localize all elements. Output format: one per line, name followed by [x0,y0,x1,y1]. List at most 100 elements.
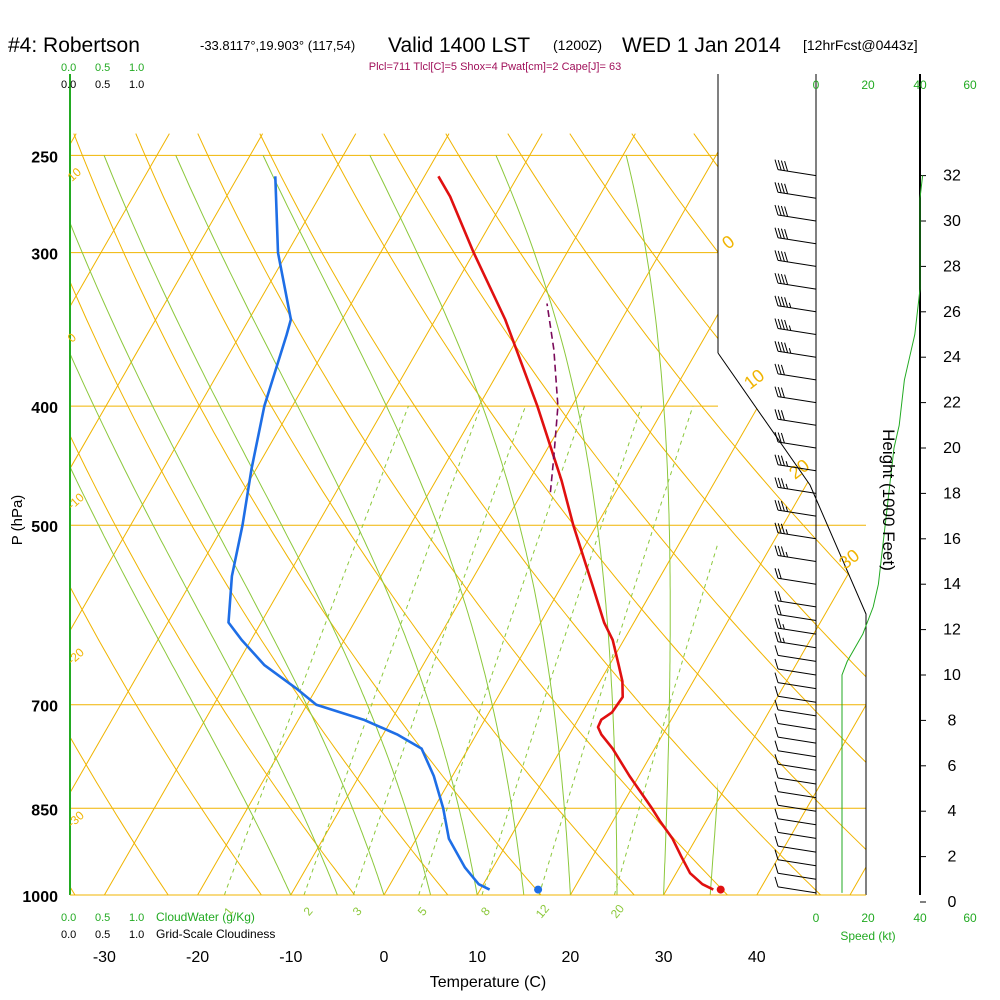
dry-adiabat-250 [70,133,187,895]
wind-barb-staff [777,845,817,853]
wind-barb-flag [777,591,782,602]
wind-barb-half-flag [785,551,789,558]
mixing-ratio-1 [223,406,409,895]
dry-adiabat-label-30: 30 [835,545,863,573]
wind-barb [774,617,817,635]
moist-adiabat-5 [103,155,432,895]
wind-barb-flag [774,726,779,738]
wind-barb-flag [774,182,779,193]
chart-title-date: WED 1 Jan 2014 [622,34,781,57]
cloud-bottom-black-2: 1.0 [129,929,144,941]
wind-barb [774,477,817,494]
wind-barb-flag [777,364,782,375]
wind-barb-flag [780,205,785,217]
wind-barb [774,767,817,785]
speed-top-40: 40 [913,78,927,92]
wind-barb-flag [780,432,785,444]
isotherm--30 [88,133,543,895]
wind-barb-staff [777,305,817,313]
mixing-ratio-8 [481,406,643,895]
speed-bottom-40: 40 [913,911,927,925]
x-tick-40: 40 [748,949,766,966]
wind-barb-staff [777,654,817,662]
p-tick-1000: 1000 [22,889,58,906]
wind-barb-flag [777,455,782,466]
speed-bottom-60: 60 [963,911,977,925]
x-axis-title: Temperature (C) [430,974,546,991]
wind-barb-flag [774,272,779,284]
wind-barb [774,645,817,662]
speed-bottom-20: 20 [861,911,875,925]
wind-barb-flag [774,545,779,556]
wind-barb [774,754,817,771]
isotherm-label--30: -30 [65,808,87,830]
wind-barb-flag [780,478,785,489]
wind-barb-flag [774,454,779,465]
p-tick-400: 400 [31,400,58,417]
mixing-ratio-20 [613,541,718,895]
mixing-ratio-lines [223,406,718,895]
wind-barb-flag [774,409,779,420]
isobar-lines [70,154,866,896]
temperature-line [437,175,714,891]
wind-barb-staff [777,831,817,839]
wind-barb [774,522,817,540]
chart-title-valid: Valid 1400 LST [388,34,530,57]
dry-adiabat-lines [70,133,866,895]
wind-barb [774,808,817,826]
moist-adiabat-25 [495,155,618,895]
wind-barb [774,499,817,517]
cloud-top-green-2: 1.0 [129,62,144,74]
p-tick-700: 700 [31,699,58,716]
x-tick--30: -30 [93,949,116,966]
wind-barb [774,568,817,585]
chart-title-validz: (1200Z) [553,37,602,53]
chart-title-fcst: [12hrFcst@0443z] [803,37,918,53]
parcel-line [546,303,559,493]
dry-adiabat-300 [135,133,659,895]
cloud-bottom-green-0: 0.0 [61,912,76,924]
height-tick-22: 22 [943,395,961,412]
p-tick-250: 250 [31,149,58,166]
wind-barb-flag [780,183,785,194]
isotherm-0 [368,133,823,895]
wind-barb-staff [777,818,817,826]
wind-barb-flag [784,183,789,194]
wind-barb [774,545,817,562]
wind-barb-flag [774,767,779,779]
speed-top-0: 0 [813,78,820,92]
wind-barb [774,713,817,730]
speed-bottom-0: 0 [813,911,820,925]
wind-barb [774,341,817,358]
wind-barb-flag [774,617,779,629]
cloudwater-label: CloudWater (g/Kg) [156,910,255,924]
wind-barb-flag [774,159,779,170]
wind-barb-staff [777,259,817,267]
wind-barb-flag [774,590,779,602]
wind-barb-flag [777,182,782,193]
dry-adiabat-370 [569,133,866,895]
wind-barb-flag [774,386,779,397]
wind-barb [774,781,817,799]
wind-barb-flag [774,863,779,874]
wind-barb-staff [777,328,817,335]
tropopause-boundary [717,352,867,895]
wind-barb-flag [774,754,779,765]
height-tick-14: 14 [943,576,961,593]
y2-axis-title: Height (1000 Feet) [879,429,898,571]
wind-barb [774,726,817,744]
surface-dewpoint-dot [534,885,543,894]
wind-barb [774,431,817,449]
wind-barb-flag [774,876,779,888]
wind-barb-half-flag [785,461,789,467]
wind-barb-flag [774,672,779,683]
wind-barb-flag [774,568,779,579]
mixing-ratio-label-12: 12 [533,901,553,920]
dry-adiabat-320 [259,133,848,895]
wind-barb-flag [777,604,782,616]
wind-barb-staff [777,872,817,880]
wind-barb-flag [774,699,779,711]
wind-barb-flag [780,546,785,557]
wind-barb-staff [777,736,817,744]
